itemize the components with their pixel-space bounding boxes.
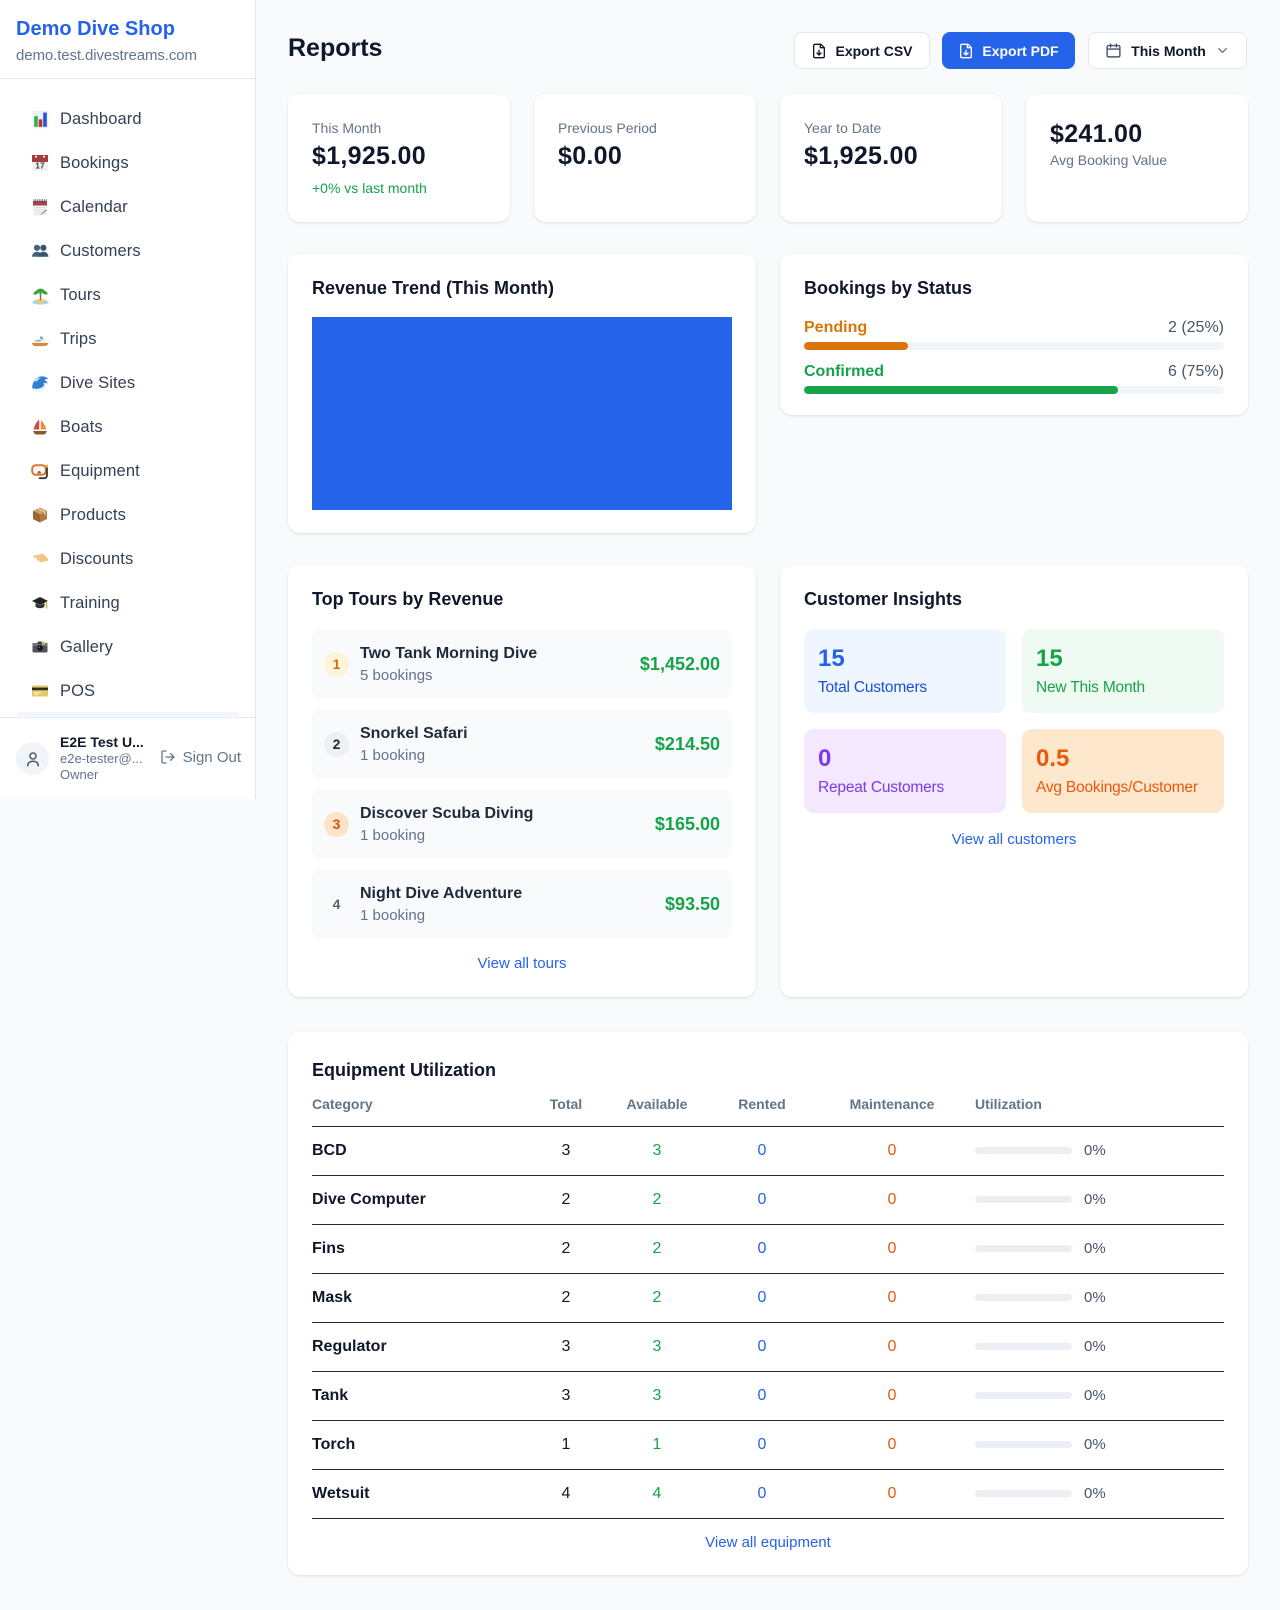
- svg-text:17: 17: [35, 161, 45, 171]
